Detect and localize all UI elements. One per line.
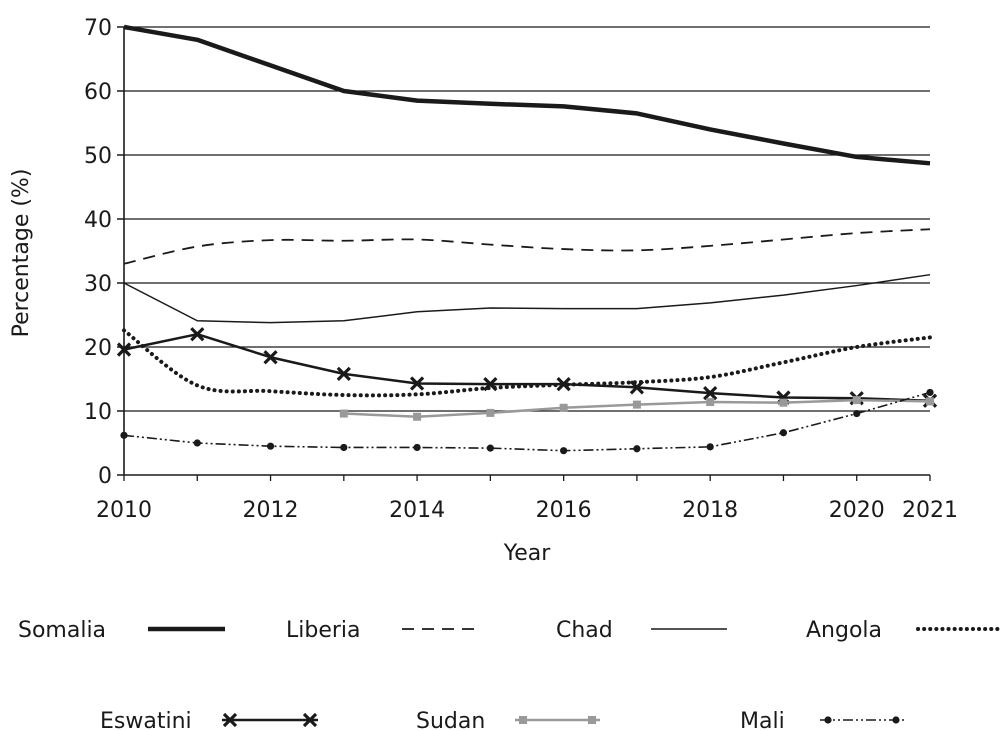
y-tick-label-60: 60 xyxy=(84,80,112,105)
series-sudan xyxy=(339,396,934,421)
x-tick-label-2010: 2010 xyxy=(96,498,152,523)
point-eswatini-2011 xyxy=(190,327,205,342)
legend-label-sudan: Sudan xyxy=(416,709,485,731)
series-line-mali xyxy=(123,391,931,452)
point-sudan-2016 xyxy=(559,403,568,412)
legend-label-somalia: Somalia xyxy=(18,618,106,643)
series-eswatini xyxy=(116,327,938,408)
legend-item-chad: Chad xyxy=(556,618,727,643)
point-sudan-2017 xyxy=(632,400,641,409)
legend-label-angola: Angola xyxy=(806,618,882,643)
point-sudan-2020 xyxy=(852,396,861,405)
series-somalia xyxy=(123,24,931,166)
point-mali-2011 xyxy=(193,439,201,447)
y-ticks: 0 10 20 30 40 50 60 70 xyxy=(84,16,124,489)
point-sudan-2018 xyxy=(706,398,715,407)
y-tick-label-10: 10 xyxy=(84,400,112,425)
legend-marker-start-sudan xyxy=(519,716,527,724)
legend-marker-end-sudan xyxy=(588,716,596,724)
series-line-liberia xyxy=(123,228,931,265)
point-sudan-2019 xyxy=(779,398,788,407)
point-sudan-2013 xyxy=(339,409,348,418)
legend-marker-start-mali xyxy=(824,716,832,724)
y-tick-label-0: 0 xyxy=(98,464,112,489)
y-tick-label-70: 70 xyxy=(84,16,112,41)
series-line-somalia xyxy=(123,24,931,166)
series-line-chad xyxy=(123,273,931,324)
point-eswatini-2014 xyxy=(409,376,425,391)
series-line-angola xyxy=(122,328,932,398)
series-layer xyxy=(116,24,938,455)
axes xyxy=(123,27,930,476)
y-tick-label-40: 40 xyxy=(84,208,112,233)
legend-item-liberia: Liberia xyxy=(286,618,480,643)
point-mali-2020 xyxy=(853,409,861,418)
y-axis-title: Percentage (%) xyxy=(9,169,34,338)
point-mali-2016 xyxy=(560,447,568,455)
x-tick-label-2012: 2012 xyxy=(243,498,299,523)
legend-item-sudan: Sudan xyxy=(416,709,600,731)
x-tick-label-2016: 2016 xyxy=(536,498,592,523)
series-liberia xyxy=(123,228,931,265)
legend-label-chad: Chad xyxy=(556,618,613,643)
x-tick-label-2020: 2020 xyxy=(829,498,885,523)
point-eswatini-2018 xyxy=(703,385,718,401)
point-sudan-2015 xyxy=(486,408,495,417)
point-mali-2013 xyxy=(340,443,348,452)
legend-item-eswatini: Eswatini xyxy=(100,709,318,731)
x-tick-label-2018: 2018 xyxy=(682,498,738,523)
point-eswatini-2016 xyxy=(556,376,571,392)
point-eswatini-2013 xyxy=(336,366,351,382)
point-mali-2021 xyxy=(926,388,934,397)
x-ticks: 2010 2012 2014 2016 2018 2020 2021 xyxy=(96,475,958,523)
legend-marker-end-eswatini xyxy=(302,712,318,728)
y-tick-label-30: 30 xyxy=(84,272,112,297)
legend-label-mali: Mali xyxy=(740,709,785,731)
point-mali-2012 xyxy=(266,442,275,450)
x-tick-label-2021: 2021 xyxy=(902,498,958,523)
series-angola xyxy=(122,328,932,398)
legend-item-somalia: Somalia xyxy=(18,618,225,643)
point-eswatini-2017 xyxy=(629,380,645,395)
y-tick-label-50: 50 xyxy=(84,144,112,169)
x-axis-title: Year xyxy=(503,541,552,566)
legend-marker-start-eswatini xyxy=(222,712,238,728)
point-mali-2014 xyxy=(413,443,421,452)
legend-item-mali: Mali xyxy=(740,709,904,731)
point-eswatini-2012 xyxy=(263,350,278,365)
point-sudan-2014 xyxy=(413,412,422,421)
point-mali-2019 xyxy=(779,429,788,437)
legend-label-eswatini: Eswatini xyxy=(100,709,192,731)
series-line-eswatini xyxy=(123,332,931,403)
point-sudan-2021 xyxy=(926,397,934,406)
point-mali-2018 xyxy=(706,443,714,451)
y-tick-label-20: 20 xyxy=(84,336,112,361)
legend-label-liberia: Liberia xyxy=(286,618,361,643)
legend-item-angola: Angola xyxy=(806,618,1001,643)
legend: Somalia Liberia Chad Angola Eswatini Sudan Mal… xyxy=(18,618,1001,731)
series-mali xyxy=(120,388,934,455)
x-tick-label-2014: 2014 xyxy=(389,498,445,523)
legend-marker-end-mali xyxy=(892,716,900,724)
point-mali-2015 xyxy=(486,444,494,452)
point-mali-2017 xyxy=(633,445,641,453)
point-eswatini-2015 xyxy=(483,376,498,392)
series-chad xyxy=(123,273,931,324)
gridlines xyxy=(124,26,930,412)
